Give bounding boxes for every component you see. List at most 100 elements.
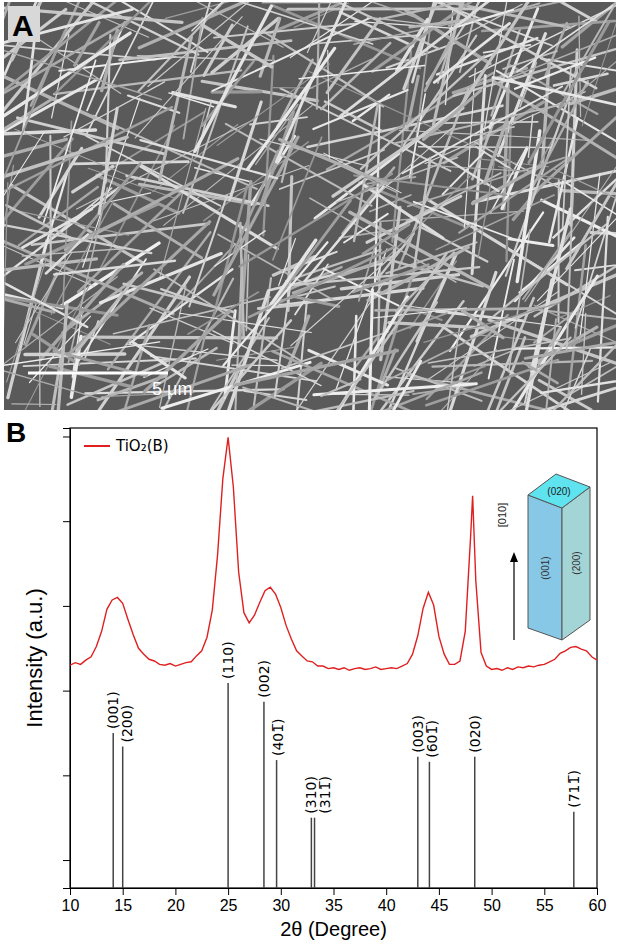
- stick-label: (020): [467, 715, 483, 753]
- sem-fiber: [280, 140, 387, 184]
- sem-fiber: [184, 18, 203, 139]
- x-axis-title: 2θ (Degree): [280, 918, 387, 940]
- sem-fiber: [291, 249, 401, 346]
- sem-fiber: [4, 31, 64, 199]
- stick-label: (311̅): [317, 776, 333, 814]
- x-tick-mark: [386, 888, 387, 895]
- xrd-curve: [70, 437, 597, 670]
- face-label: (200): [571, 551, 582, 574]
- reference-stick: [112, 733, 114, 888]
- sem-fiber: [433, 361, 593, 367]
- reference-stick: [227, 683, 229, 888]
- x-tick-mark: [492, 888, 493, 895]
- figure: A5 μmB10152025303540455055602θ (Degree)I…: [0, 0, 620, 948]
- x-axis: 1015202530354045505560: [62, 888, 607, 914]
- sem-fiber: [12, 403, 56, 405]
- reference-stick: [314, 818, 316, 888]
- sem-fiber: [425, 43, 449, 91]
- x-tick-label: 35: [325, 897, 343, 914]
- y-tick: [63, 436, 70, 437]
- reference-stick: [573, 812, 575, 888]
- x-tick: 35: [325, 888, 343, 914]
- sem-fiber: [148, 2, 274, 86]
- y-tick: [63, 691, 70, 692]
- sem-fiber: [239, 174, 392, 267]
- sem-fiber: [340, 12, 413, 46]
- sem-fiber: [212, 90, 261, 93]
- sem-fiber: [370, 361, 420, 410]
- crystal-inset: (020)(001)(200)[010]: [496, 474, 590, 640]
- y-tick: [63, 860, 70, 861]
- x-tick-mark: [281, 888, 282, 895]
- sem-fiber: [491, 147, 527, 213]
- reference-stick: [263, 702, 265, 888]
- y-axis-title: Intensity (a.u.): [22, 588, 47, 727]
- y-tick-mark: [63, 436, 70, 437]
- sem-image: [4, 2, 616, 410]
- y-tick-mark: [63, 521, 70, 522]
- x-tick-label: 15: [114, 897, 132, 914]
- sem-fiber: [4, 40, 161, 99]
- y-tick: [63, 775, 70, 776]
- x-tick-mark: [544, 888, 545, 895]
- sem-fiber: [293, 300, 307, 410]
- crystal-face-top: [528, 474, 590, 508]
- sem-fiber: [246, 255, 248, 331]
- y-tick-mark: [63, 860, 70, 861]
- x-tick-mark: [175, 888, 176, 895]
- sem-fiber: [525, 338, 616, 359]
- sem-fiber: [336, 253, 447, 410]
- sem-fiber: [419, 146, 551, 148]
- sem-fiber: [336, 249, 387, 391]
- sem-fiber: [4, 33, 130, 138]
- reference-stick: [311, 818, 313, 888]
- x-tick: 50: [483, 888, 501, 914]
- sem-fiber: [6, 205, 72, 238]
- sem-fiber: [234, 151, 278, 253]
- direction-label: [010]: [496, 503, 508, 527]
- x-tick: 10: [62, 888, 80, 914]
- scale-bar: [28, 372, 168, 375]
- panel-label: A: [12, 9, 34, 42]
- reference-stick: [417, 757, 419, 888]
- x-tick: 55: [536, 888, 554, 914]
- crystal-face-left: [528, 495, 562, 640]
- sem-fiber: [529, 22, 609, 162]
- sem-fiber: [280, 88, 450, 171]
- sem-fiber: [256, 104, 298, 164]
- sem-fiber: [128, 96, 179, 113]
- sem-fiber: [328, 50, 330, 160]
- sem-fiber: [212, 17, 371, 90]
- sem-fiber: [150, 308, 233, 343]
- panel-label-patch: [8, 6, 40, 42]
- sem-fiber: [349, 373, 482, 410]
- sem-fiber: [402, 87, 562, 174]
- reference-stick: [474, 757, 476, 888]
- sem-fiber: [51, 202, 113, 315]
- x-tick: 20: [167, 888, 185, 914]
- sem-fiber: [192, 2, 226, 31]
- sem-fiber: [99, 108, 117, 213]
- sem-fiber: [438, 328, 460, 410]
- y-tick-mark: [63, 691, 70, 692]
- y-axis: [63, 429, 71, 889]
- sem-fiber: [195, 168, 252, 182]
- sem-fiber: [280, 150, 384, 189]
- reference-stick: [429, 762, 431, 888]
- sem-fiber: [54, 261, 175, 275]
- x-tick: 40: [378, 888, 396, 914]
- sem-fiber: [485, 122, 506, 183]
- sem-fiber: [462, 311, 503, 338]
- sem-fiber: [324, 269, 399, 306]
- sem-fiber: [478, 163, 494, 257]
- sem-fiber: [4, 133, 44, 218]
- stick-label: (200): [119, 705, 135, 743]
- sem-fiber: [65, 159, 238, 250]
- sem-fiber: [361, 56, 484, 169]
- sem-fiber: [459, 2, 549, 109]
- sem-fiber: [544, 2, 596, 22]
- x-tick-label: 40: [378, 897, 396, 914]
- x-tick-label: 25: [220, 897, 238, 914]
- sem-fiber: [267, 201, 350, 313]
- sem-fiber: [4, 9, 132, 48]
